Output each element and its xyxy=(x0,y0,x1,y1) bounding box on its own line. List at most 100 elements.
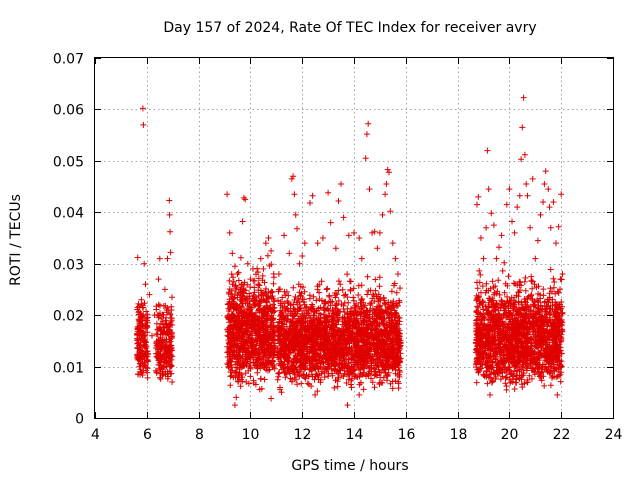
data-point xyxy=(168,315,175,322)
data-point xyxy=(234,294,241,301)
data-point xyxy=(136,318,143,324)
data-point xyxy=(261,348,268,355)
data-point xyxy=(154,331,161,338)
data-point xyxy=(256,282,263,289)
data-point xyxy=(232,320,239,327)
data-point xyxy=(237,323,244,330)
data-point xyxy=(238,296,245,303)
data-point xyxy=(169,294,175,301)
data-point xyxy=(231,340,238,347)
data-point xyxy=(270,315,277,322)
data-point xyxy=(246,363,253,370)
data-point xyxy=(167,310,173,317)
data-point xyxy=(251,284,258,291)
data-point xyxy=(337,281,344,288)
data-point xyxy=(160,329,167,335)
data-point xyxy=(245,380,252,387)
data-point xyxy=(528,375,535,382)
data-point xyxy=(256,305,263,312)
data-point xyxy=(348,384,355,391)
data-point xyxy=(275,370,282,377)
data-point xyxy=(243,326,250,333)
data-point xyxy=(154,350,161,357)
data-point xyxy=(141,359,148,366)
data-point xyxy=(160,371,167,378)
data-point xyxy=(243,338,250,345)
data-point xyxy=(316,289,323,296)
data-point xyxy=(235,374,242,380)
data-point xyxy=(233,321,240,328)
data-point xyxy=(231,295,238,302)
data-point xyxy=(153,369,160,376)
data-point xyxy=(339,286,346,293)
data-point xyxy=(247,343,254,350)
data-point xyxy=(143,350,150,357)
data-point xyxy=(227,291,234,298)
data-point xyxy=(555,289,562,296)
data-point xyxy=(237,254,244,261)
data-point xyxy=(233,333,240,340)
data-point xyxy=(240,289,247,296)
data-point xyxy=(326,292,333,299)
data-point xyxy=(285,292,292,299)
data-point xyxy=(547,382,554,389)
data-point xyxy=(228,271,235,278)
data-point xyxy=(230,330,237,337)
data-point xyxy=(161,355,168,361)
data-point xyxy=(226,277,233,284)
data-point xyxy=(140,341,147,348)
data-point xyxy=(473,379,480,386)
data-point xyxy=(137,310,144,317)
data-point xyxy=(259,314,266,321)
data-point xyxy=(355,282,362,289)
data-point xyxy=(395,385,402,392)
data-point xyxy=(512,379,519,386)
data-point xyxy=(155,314,162,321)
data-point xyxy=(142,332,149,339)
data-point xyxy=(263,299,270,306)
data-point xyxy=(267,323,274,330)
data-point xyxy=(263,285,269,292)
data-point xyxy=(168,329,175,336)
data-point xyxy=(270,309,277,316)
data-point xyxy=(160,303,167,309)
data-point xyxy=(143,345,150,351)
data-point xyxy=(254,269,261,276)
data-point xyxy=(139,372,146,378)
data-point xyxy=(137,361,144,368)
data-point xyxy=(275,297,281,304)
data-point xyxy=(236,347,243,354)
data-point xyxy=(243,360,250,367)
data-point xyxy=(239,295,246,302)
data-point xyxy=(268,261,275,268)
data-point xyxy=(550,275,557,282)
data-point xyxy=(168,342,175,349)
data-point xyxy=(388,288,395,295)
data-point xyxy=(265,339,272,346)
data-point xyxy=(274,376,281,383)
data-point xyxy=(244,328,251,334)
data-point xyxy=(244,299,251,306)
data-point xyxy=(227,369,234,376)
data-point xyxy=(135,324,142,331)
data-point xyxy=(255,320,262,327)
data-point xyxy=(239,322,246,329)
data-point xyxy=(226,286,233,293)
data-point xyxy=(233,301,240,308)
data-point xyxy=(292,293,299,300)
data-point xyxy=(225,315,232,322)
data-point xyxy=(168,335,175,342)
data-point xyxy=(250,377,257,384)
data-point xyxy=(265,294,271,300)
data-point xyxy=(335,278,342,285)
data-point xyxy=(224,360,231,367)
data-point xyxy=(266,366,273,373)
data-point xyxy=(261,363,268,370)
data-point xyxy=(227,382,234,389)
data-point xyxy=(156,343,163,350)
data-point xyxy=(232,354,238,360)
data-point xyxy=(547,266,554,273)
data-point xyxy=(225,328,232,335)
